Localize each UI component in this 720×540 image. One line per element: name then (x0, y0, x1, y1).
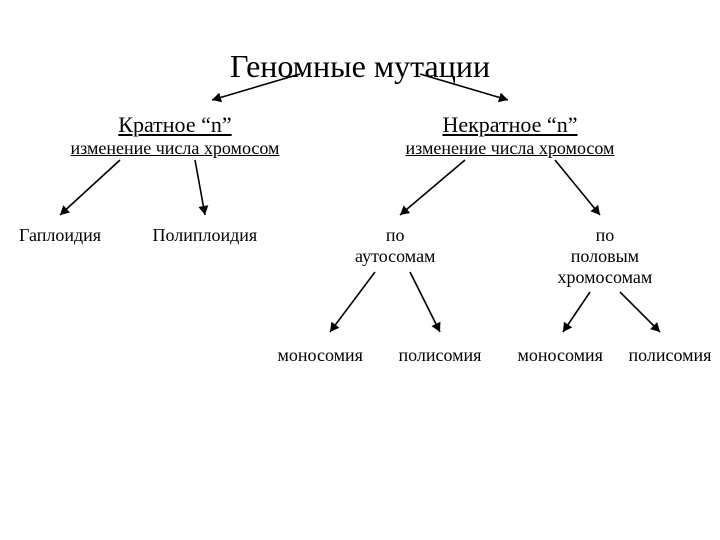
node-kratnoe-line2: изменение числа хромосом (71, 138, 280, 159)
node-autosomam: по аутосомам (355, 225, 435, 267)
node-nekratnoe: Некратное “n” изменение числа хромосом (406, 112, 615, 159)
diagram-title: Геномные мутации (230, 48, 490, 85)
node-kratnoe-line1: Кратное “n” (71, 112, 280, 138)
node-nekratnoe-line2: изменение числа хромосом (406, 138, 615, 159)
node-polisomiya-1: полисомия (399, 345, 482, 366)
node-polovym-line3: хромосомам (558, 267, 653, 288)
node-polovym-line2: половым (558, 246, 653, 267)
node-nekratnoe-line1: Некратное “n” (406, 112, 615, 138)
node-gaploidiya: Гаплоидия (19, 225, 101, 246)
node-autosomam-line2: аутосомам (355, 246, 435, 267)
node-kratnoe: Кратное “n” изменение числа хромосом (71, 112, 280, 159)
node-monosomiya-2: моносомия (518, 345, 603, 366)
node-poliploidiya: Полиплоидия (153, 225, 258, 246)
node-polovym-line1: по (558, 225, 653, 246)
node-polovym: по половым хромосомам (558, 225, 653, 288)
node-polisomiya-2: полисомия (629, 345, 712, 366)
diagram-stage: Геномные мутации Кратное “n” изменение ч… (0, 0, 720, 540)
node-monosomiya-1: моносомия (278, 345, 363, 366)
node-autosomam-line1: по (355, 225, 435, 246)
